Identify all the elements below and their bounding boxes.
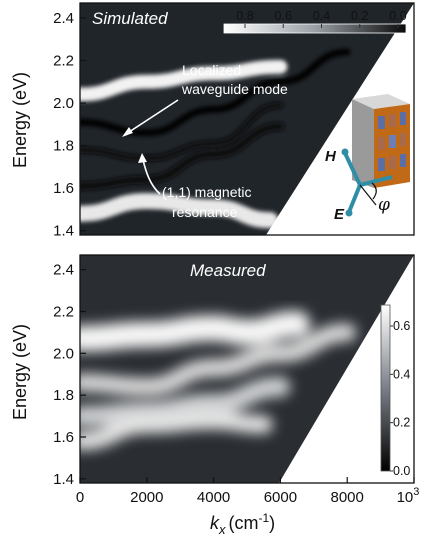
y-tick-label: 2.4 [53, 262, 74, 279]
colorbar-tick-label: 0.2 [393, 416, 410, 430]
y-tick-label: 1.4 [53, 223, 74, 240]
colorbar-tick-label: 0.6 [393, 319, 410, 333]
x-axis-title-unit: (cm [229, 513, 259, 533]
y-axis-simulated: 1.4 1.6 1.8 2.0 2.2 2.4 [53, 10, 86, 240]
plot-frame [79, 2, 415, 236]
colorbar-simulated: 0.8 0.6 0.4 0.2 0.0 [223, 9, 407, 34]
band-lower-mode [80, 122, 285, 191]
x-axis-title: kx (cm-1) [210, 511, 275, 537]
plot-frame [79, 254, 415, 484]
x-tick-label: 4000 [197, 489, 230, 506]
reference-line [359, 184, 377, 206]
colorbar-measured: 0.6 0.4 0.2 0.0 [380, 304, 410, 478]
phi-label: φ [378, 195, 390, 215]
annotation-waveguide-arrowhead [122, 127, 133, 137]
annotation-waveguide-arrow [125, 99, 179, 135]
panel-title: Simulated [92, 9, 168, 28]
annotation-magnetic-line1: (1,1) magnetic [162, 184, 251, 200]
colorbar-bar [380, 304, 391, 472]
x-tick-label: 2000 [130, 489, 163, 506]
h-label: H [325, 148, 337, 165]
y-tick-label: 1.8 [53, 387, 74, 404]
x-axis-title-unit-close: ) [269, 513, 275, 533]
k-vector [359, 175, 393, 187]
colorbar-tick-label: 0.0 [389, 9, 406, 23]
y-tick-label: 2.0 [53, 345, 74, 362]
inset-geometry: H E φ [325, 94, 410, 223]
colorbar-bar [223, 23, 407, 34]
annotation-waveguide-line1: Localized [182, 62, 241, 78]
x-tick-label-exponent: 3 [413, 486, 419, 498]
e-vector [347, 184, 362, 213]
angle-arc [371, 182, 377, 200]
colorbar-tick-label: 0.6 [275, 9, 292, 23]
y-tick-label: 1.8 [53, 138, 74, 155]
no-data-region [279, 255, 414, 483]
panel-title: Measured [190, 261, 266, 280]
band-upper-band [80, 323, 357, 396]
x-axis-title-unit-exp: -1 [259, 511, 270, 525]
y-axis-title-simulated: Energy (eV) [10, 72, 30, 168]
x-tick-label: 8000 [331, 489, 364, 506]
e-vector-tip [345, 209, 353, 217]
y-tick-label: 2.2 [53, 303, 74, 320]
y-tick-label: 1.6 [53, 429, 74, 446]
annotation-magnetic-line2: resonance [172, 204, 238, 220]
colorbar-tick-label: 0.4 [393, 367, 410, 381]
colorbar-tick-label: 0.2 [351, 9, 368, 23]
annotation-waveguide: Localized waveguide mode [122, 62, 288, 137]
band--1-1-magnetic-resonance [80, 102, 284, 162]
x-tick-label: 103 [397, 486, 420, 506]
colorbar-tick-label: 0.0 [393, 464, 410, 478]
colorbar-tick-label: 0.8 [236, 9, 253, 23]
x-axis-title-sub: x [218, 522, 226, 537]
cube-grid [378, 112, 406, 171]
y-tick-label: 2.4 [53, 10, 74, 27]
y-tick-label: 1.6 [53, 180, 74, 197]
panel-measured: Measured 0.6 0.4 0.2 0.0 1.4 1.6 1.8 2.0 2.2 2.4… [10, 254, 420, 537]
annotation-magnetic: (1,1) magnetic resonance [138, 153, 251, 220]
panel-simulated: Simulated 0.8 0.6 0.4 0.2 0.0 Localized wave… [10, 2, 415, 240]
annotation-magnetic-arrowhead [138, 153, 147, 163]
y-axis-measured: 1.4 1.6 1.8 2.0 2.2 2.4 [53, 262, 86, 488]
x-tick-label: 6000 [264, 489, 297, 506]
y-axis-title-measured: Energy (eV) [10, 324, 30, 420]
x-tick-label: 0 [76, 489, 84, 506]
y-tick-label: 2.2 [53, 52, 74, 69]
x-axis-title-k: k [210, 513, 220, 533]
y-tick-label: 1.4 [53, 471, 74, 488]
y-tick-label: 2.0 [53, 95, 74, 112]
annotation-magnetic-arrow [142, 159, 161, 195]
h-vector [343, 152, 362, 186]
band-bright-band [80, 59, 288, 102]
cube-front [352, 99, 374, 188]
band-middle-band [80, 376, 291, 427]
h-vector-tip [341, 148, 349, 156]
band-bright-band [80, 311, 311, 352]
e-label: E [334, 206, 345, 223]
annotation-waveguide-line2: waveguide mode [181, 81, 288, 97]
colorbar-tick-label: 0.4 [313, 9, 330, 23]
band-bottom-band [80, 192, 279, 229]
cube-top [352, 94, 410, 109]
band-lower-band [80, 411, 273, 451]
bands-measured [80, 311, 357, 451]
x-axis-measured: 0 2000 4000 6000 8000 103 [76, 477, 420, 506]
